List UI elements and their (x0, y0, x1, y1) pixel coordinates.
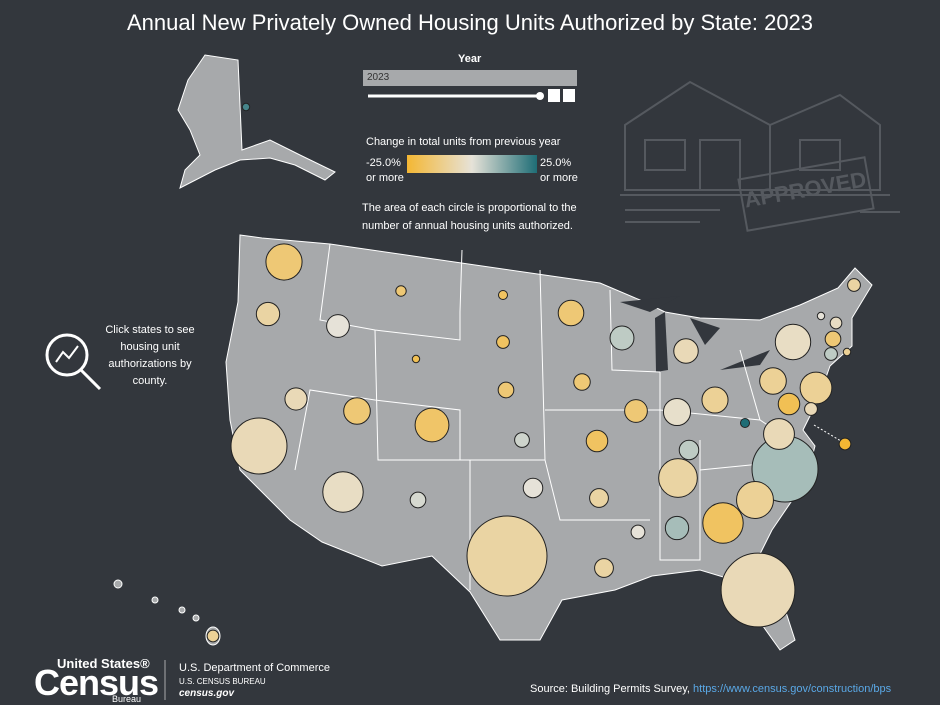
state-bubble[interactable] (522, 477, 544, 499)
state-bubble[interactable] (395, 285, 407, 297)
state-bubble[interactable] (265, 243, 303, 281)
legend-min-note: or more (366, 172, 404, 184)
state-bubble[interactable] (720, 552, 796, 628)
logo-main: Census (34, 662, 159, 703)
stamp-text: APPROVED (742, 167, 868, 213)
state-lines (294, 243, 801, 590)
lakes (620, 296, 770, 372)
year-label: Year (458, 53, 482, 65)
agency-3: census.gov (179, 688, 235, 699)
state-bubble[interactable] (630, 524, 646, 540)
state-bubble[interactable] (624, 399, 648, 423)
state-bubble[interactable] (736, 481, 774, 519)
state-bubble[interactable] (799, 371, 833, 405)
state-bubble[interactable] (496, 335, 510, 349)
state-bubble[interactable] (658, 458, 698, 498)
state-bubble[interactable] (842, 347, 852, 357)
year-value: 2023 (367, 72, 390, 83)
state-bubble[interactable] (414, 407, 450, 443)
state-bubble[interactable] (343, 397, 371, 425)
state-bubble[interactable] (322, 471, 364, 513)
state-bubble[interactable] (589, 488, 609, 508)
state-bubble[interactable] (497, 381, 515, 399)
alaska (177, 54, 336, 189)
state-bubble[interactable] (284, 387, 308, 411)
source: Source: Building Permits Survey, https:/… (530, 683, 891, 695)
state-bubble[interactable] (573, 373, 591, 391)
state-bubble[interactable] (816, 311, 826, 321)
size-note: The area of each circle is proportional … (362, 202, 577, 232)
state-bubble[interactable] (759, 367, 787, 395)
state-bubble[interactable] (662, 397, 692, 427)
legend-max: 25.0% (540, 157, 572, 169)
state-bubble[interactable] (255, 301, 281, 327)
bubbles (206, 102, 861, 643)
state-bubble[interactable] (829, 316, 843, 330)
source-link[interactable]: https://www.census.gov/construction/bps (693, 683, 892, 695)
state-bubble[interactable] (241, 102, 251, 112)
state-bubble[interactable] (497, 289, 509, 301)
legend-title: Change in total units from previous year (366, 136, 561, 148)
next-button[interactable] (563, 89, 575, 102)
legend-min: -25.0% (366, 157, 401, 169)
state-bubble[interactable] (230, 417, 288, 475)
state-bubble[interactable] (739, 417, 751, 429)
agency-1: U.S. Department of Commerce (179, 662, 330, 674)
state-bubble[interactable] (557, 299, 585, 327)
state-bubble[interactable] (594, 558, 614, 578)
legend-bar (407, 155, 537, 173)
year-box (363, 70, 577, 86)
state-bubble[interactable] (774, 323, 812, 361)
state-bubble[interactable] (466, 515, 548, 597)
state-bubble[interactable] (206, 629, 220, 643)
state-bubble[interactable] (678, 439, 700, 461)
legend-max-note: or more (540, 172, 578, 184)
state-bubble[interactable] (847, 278, 861, 292)
state-bubble[interactable] (824, 347, 838, 361)
house-illustration (620, 80, 900, 232)
state-bubble[interactable] (804, 402, 818, 416)
state-bubble[interactable] (409, 491, 427, 509)
prev-button[interactable] (548, 89, 560, 102)
state-bubble[interactable] (585, 429, 609, 453)
state-bubble[interactable] (838, 437, 852, 451)
state-bubble[interactable] (609, 325, 635, 351)
state-bubble[interactable] (514, 432, 530, 448)
search-icon (45, 333, 102, 391)
click-note: Click states to see housing unit authori… (105, 324, 195, 387)
logo-top: United States® (57, 656, 150, 671)
agency-2: U.S. CENSUS BUREAU (179, 677, 266, 686)
state-bubble[interactable] (702, 502, 744, 544)
title: Annual New Privately Owned Housing Units… (126, 10, 814, 35)
state-bubble[interactable] (777, 392, 801, 416)
state-bubble[interactable] (824, 330, 842, 348)
slider-thumb[interactable] (536, 92, 544, 100)
state-bubble[interactable] (701, 386, 729, 414)
source-text: Source: Building Permits Survey, (530, 683, 690, 695)
logo-bottom: Bureau (112, 694, 142, 704)
state-bubble[interactable] (664, 515, 690, 541)
state-bubble[interactable] (763, 418, 795, 450)
state-bubble[interactable] (326, 314, 350, 338)
state-bubble[interactable] (673, 338, 699, 364)
state-bubble[interactable] (411, 354, 421, 364)
